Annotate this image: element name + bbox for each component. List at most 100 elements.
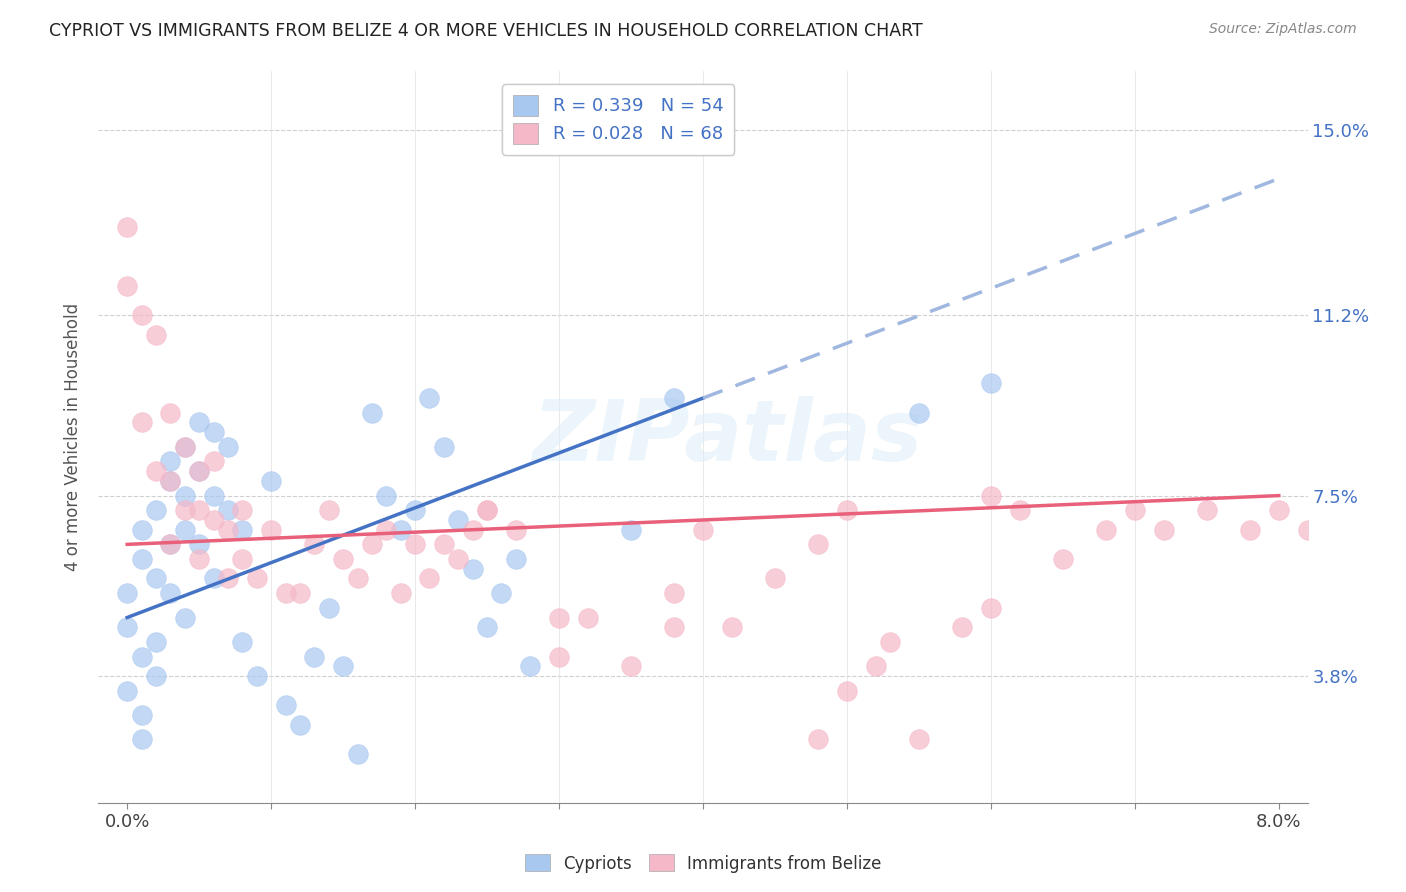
Point [548,610,571,624]
Point [361,406,384,420]
Point [1123,503,1146,517]
Point [173,440,195,454]
Point [1095,523,1118,537]
Point [576,610,599,624]
Point [404,503,426,517]
Point [950,620,973,634]
Point [304,537,326,551]
Point [274,586,297,600]
Point [908,406,931,420]
Point [491,586,513,600]
Point [231,503,253,517]
Point [188,464,211,478]
Point [188,416,211,430]
Point [620,523,643,537]
Point [418,572,440,586]
Point [980,376,1002,391]
Point [231,523,253,537]
Point [1195,503,1218,517]
Point [865,659,887,673]
Point [763,572,786,586]
Point [807,732,830,747]
Point [664,586,686,600]
Point [1239,523,1261,537]
Point [188,552,211,566]
Y-axis label: 4 or more Vehicles in Household: 4 or more Vehicles in Household [65,303,83,571]
Point [404,537,426,551]
Point [475,503,498,517]
Point [664,620,686,634]
Point [131,649,153,664]
Point [461,562,484,576]
Point [620,659,643,673]
Point [548,649,571,664]
Point [115,220,138,235]
Point [318,600,340,615]
Point [115,586,138,600]
Point [188,503,211,517]
Point [274,698,297,713]
Point [115,279,138,293]
Point [188,464,211,478]
Point [835,503,858,517]
Point [375,523,398,537]
Point [1153,523,1175,537]
Point [173,610,195,624]
Point [332,659,354,673]
Point [461,523,484,537]
Point [389,523,412,537]
Point [1296,523,1319,537]
Point [159,454,181,468]
Point [159,406,181,420]
Point [447,552,470,566]
Point [145,327,167,342]
Point [1268,503,1291,517]
Point [418,391,440,405]
Point [145,669,167,683]
Point [346,747,368,761]
Point [288,718,311,732]
Point [145,464,167,478]
Point [159,474,181,488]
Point [145,635,167,649]
Point [159,586,181,600]
Point [145,572,167,586]
Point [246,572,269,586]
Point [231,635,253,649]
Point [115,683,138,698]
Point [807,537,830,551]
Point [115,620,138,634]
Point [908,732,931,747]
Point [217,503,239,517]
Point [433,440,456,454]
Point [202,513,225,527]
Point [980,489,1002,503]
Point [389,586,412,600]
Point [145,503,167,517]
Point [202,425,225,440]
Point [217,440,239,454]
Point [202,454,225,468]
Point [692,523,714,537]
Point [835,683,858,698]
Point [173,489,195,503]
Point [159,537,181,551]
Point [980,600,1002,615]
Point [361,537,384,551]
Point [131,708,153,723]
Point [720,620,742,634]
Point [159,537,181,551]
Point [173,503,195,517]
Text: Source: ZipAtlas.com: Source: ZipAtlas.com [1209,22,1357,37]
Point [217,523,239,537]
Point [1340,503,1362,517]
Point [332,552,354,566]
Point [131,552,153,566]
Point [231,552,253,566]
Point [1008,503,1031,517]
Point [246,669,269,683]
Text: ZIPatlas: ZIPatlas [531,395,922,479]
Point [1052,552,1074,566]
Point [202,572,225,586]
Point [318,503,340,517]
